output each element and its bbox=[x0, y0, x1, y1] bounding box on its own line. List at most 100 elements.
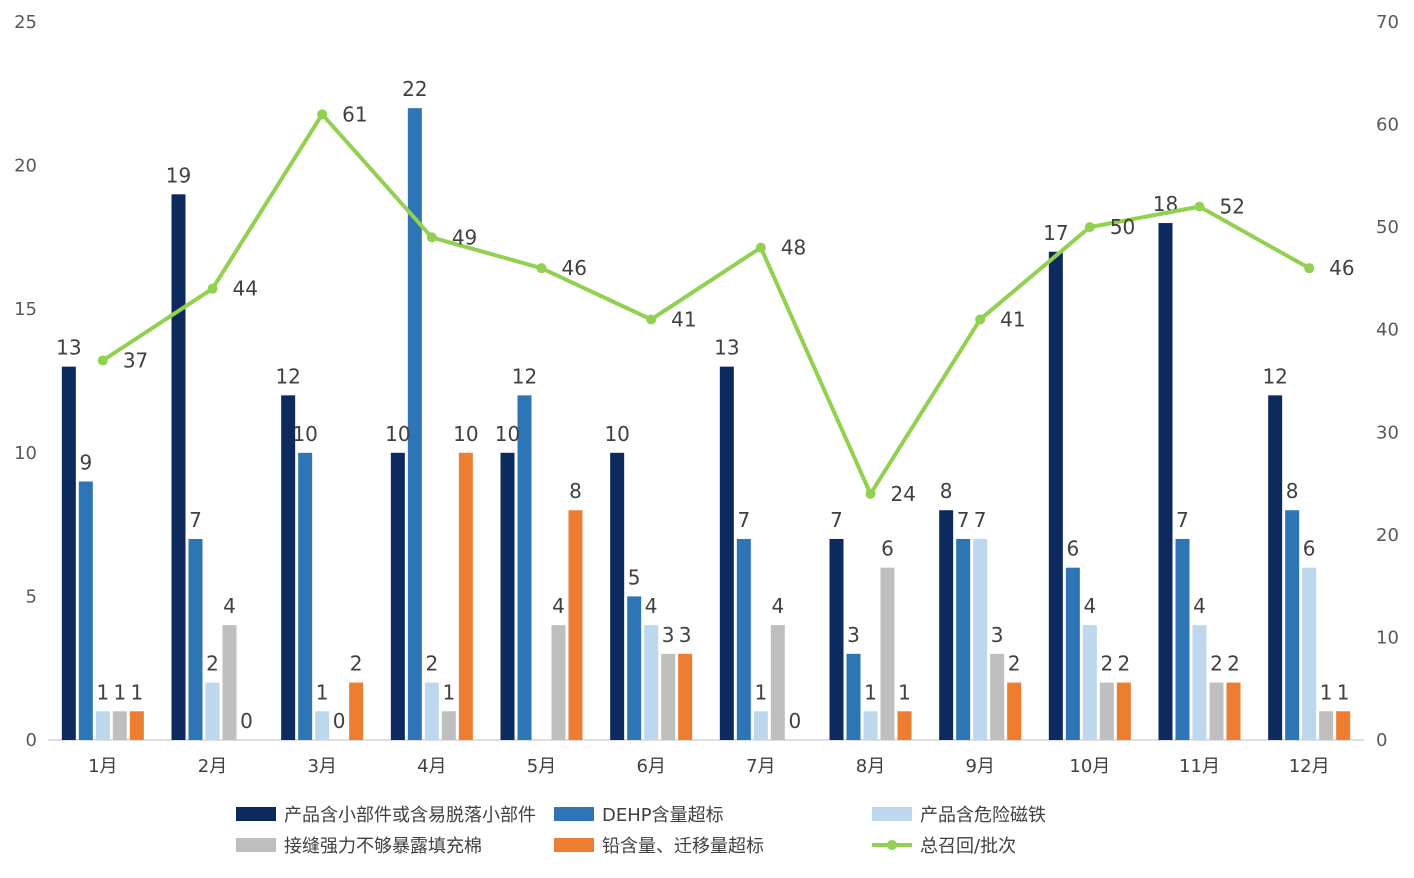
bar-data-label: 0 bbox=[240, 709, 253, 733]
x-axis-tick-label: 12月 bbox=[1289, 756, 1330, 777]
bar-data-label: 19 bbox=[166, 163, 191, 187]
bar bbox=[1007, 682, 1022, 740]
bar-data-label: 6 bbox=[1303, 537, 1316, 561]
bar bbox=[441, 711, 456, 740]
bar-data-label: 4 bbox=[223, 594, 236, 618]
bar-data-label: 10 bbox=[292, 422, 317, 446]
bar-data-label: 0 bbox=[788, 709, 801, 733]
bar bbox=[349, 682, 364, 740]
bar-data-label: 0 bbox=[333, 709, 346, 733]
line-data-label: 41 bbox=[671, 307, 696, 331]
bar bbox=[407, 108, 422, 740]
bar bbox=[1048, 251, 1063, 740]
bar-data-label: 9 bbox=[79, 451, 92, 475]
bar bbox=[517, 395, 532, 740]
left-axis-tick-label: 15 bbox=[14, 299, 37, 320]
line-data-label: 44 bbox=[233, 277, 258, 301]
right-y-axis: 0 10 20 30 40 50 60 70 bbox=[1376, 12, 1399, 751]
bar bbox=[678, 653, 693, 740]
x-axis-tick-label: 3月 bbox=[307, 756, 336, 777]
bar bbox=[568, 510, 583, 740]
bar-data-label: 7 bbox=[830, 508, 843, 532]
bar bbox=[78, 481, 93, 740]
line-data-label: 41 bbox=[1000, 307, 1025, 331]
bar bbox=[61, 366, 76, 740]
bar-data-label: 8 bbox=[940, 479, 953, 503]
bar bbox=[222, 625, 237, 740]
bar-data-label: 7 bbox=[957, 508, 970, 532]
bar bbox=[1158, 223, 1173, 741]
right-axis-tick-label: 40 bbox=[1376, 320, 1399, 341]
legend-swatch bbox=[236, 807, 276, 821]
bar bbox=[897, 711, 912, 740]
bar bbox=[1336, 711, 1351, 740]
bar-data-label: 2 bbox=[1008, 652, 1021, 676]
bar-data-label: 10 bbox=[604, 422, 629, 446]
left-axis-tick-label: 10 bbox=[14, 443, 37, 464]
bar bbox=[424, 682, 439, 740]
line-series: 37 44 61 49 46 41 48 24 41 50 52 46 bbox=[97, 102, 1355, 506]
legend-label: 总召回/批次 bbox=[920, 836, 1016, 857]
right-axis-tick-label: 0 bbox=[1376, 730, 1387, 751]
x-axis-tick-label: 10月 bbox=[1069, 756, 1110, 777]
line-point bbox=[536, 263, 547, 274]
x-axis-tick-label: 11月 bbox=[1179, 756, 1220, 777]
right-axis-tick-label: 70 bbox=[1376, 12, 1399, 33]
bar-data-label: 2 bbox=[425, 652, 438, 676]
line-data-label: 50 bbox=[1110, 215, 1135, 239]
bar-data-label: 22 bbox=[402, 77, 427, 101]
line-data-label: 49 bbox=[452, 225, 477, 249]
line-data-label: 46 bbox=[562, 256, 587, 280]
x-axis-ticks: 1月 2月 3月 4月 5月 6月 7月 8月 9月 10月 11月 12月 bbox=[88, 756, 1330, 777]
legend-label: DEHP含量超标 bbox=[602, 805, 724, 826]
bar-data-label: 1 bbox=[96, 680, 109, 704]
bar-data-label: 13 bbox=[714, 336, 739, 360]
line-point bbox=[975, 314, 986, 325]
bar-data-label: 12 bbox=[512, 364, 537, 388]
bar bbox=[1065, 567, 1080, 740]
bar-data-label: 2 bbox=[350, 652, 363, 676]
x-axis-tick-label: 6月 bbox=[636, 756, 665, 777]
line-point bbox=[207, 283, 218, 294]
bar-data-label: 6 bbox=[1066, 537, 1079, 561]
line-data-label: 52 bbox=[1220, 195, 1245, 219]
bar bbox=[736, 538, 751, 740]
bar bbox=[1302, 567, 1317, 740]
x-axis-tick-label: 9月 bbox=[965, 756, 994, 777]
left-axis-tick-label: 0 bbox=[26, 730, 37, 751]
right-axis-tick-label: 30 bbox=[1376, 422, 1399, 443]
bar-data-label: 4 bbox=[771, 594, 784, 618]
bar-data-label: 4 bbox=[645, 594, 658, 618]
bar bbox=[644, 625, 659, 740]
line-point bbox=[1084, 222, 1095, 233]
bar-data-label: 2 bbox=[206, 652, 219, 676]
bar bbox=[880, 567, 895, 740]
bar-data-label: 1 bbox=[864, 680, 877, 704]
bar-data-label: 4 bbox=[1083, 594, 1096, 618]
bar bbox=[1082, 625, 1097, 740]
bar bbox=[390, 452, 405, 740]
bar bbox=[129, 711, 144, 740]
bar bbox=[205, 682, 220, 740]
line-point bbox=[1194, 201, 1205, 212]
right-axis-tick-label: 50 bbox=[1376, 217, 1399, 238]
bar bbox=[661, 653, 676, 740]
bar bbox=[1268, 395, 1283, 740]
legend: 产品含小部件或含易脱落小部件 DEHP含量超标 产品含危险磁铁接缝强力不够暴露填充棉… bbox=[236, 805, 1046, 857]
bar-data-label: 3 bbox=[991, 623, 1004, 647]
line-data-label: 46 bbox=[1329, 256, 1354, 280]
bar-data-label: 3 bbox=[847, 623, 860, 647]
bar bbox=[298, 452, 313, 740]
bar bbox=[458, 452, 473, 740]
bar-data-label: 8 bbox=[569, 479, 582, 503]
bar bbox=[1175, 538, 1190, 740]
bar-data-label: 1 bbox=[898, 680, 911, 704]
x-axis-tick-label: 8月 bbox=[856, 756, 885, 777]
bar bbox=[770, 625, 785, 740]
bar bbox=[95, 711, 110, 740]
x-axis-tick-label: 2月 bbox=[198, 756, 227, 777]
bar-data-label: 13 bbox=[56, 336, 81, 360]
bar bbox=[846, 653, 861, 740]
bar-data-label: 7 bbox=[974, 508, 987, 532]
line-data-label: 24 bbox=[891, 482, 916, 506]
